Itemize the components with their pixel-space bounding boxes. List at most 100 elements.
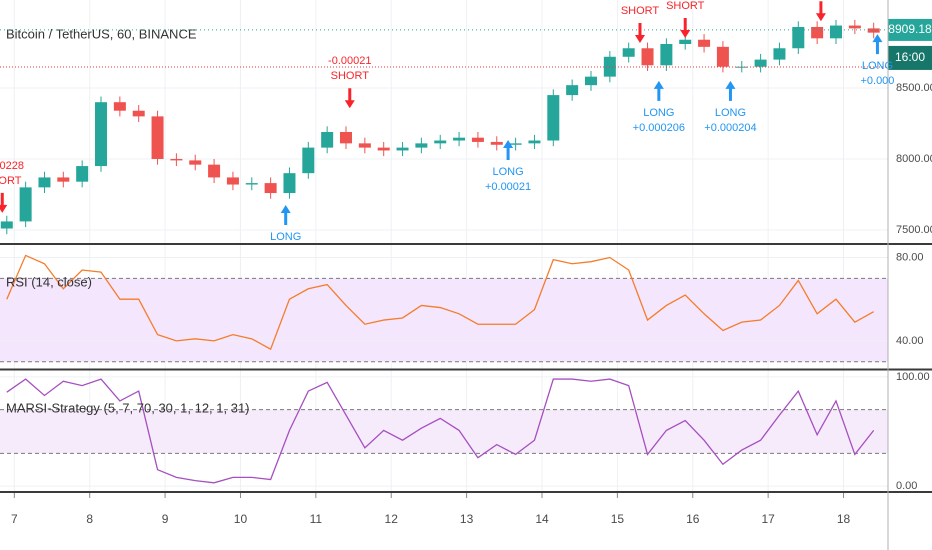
- candle-body: [773, 48, 786, 60]
- x-tick-label: 10: [234, 512, 248, 526]
- indicator-line: [6, 254, 874, 351]
- candle-body: [226, 177, 239, 185]
- signal-label: +0.000206: [633, 122, 685, 134]
- x-tick-label: 16: [686, 512, 700, 526]
- candle-body: [19, 187, 32, 222]
- signal-arrow: [634, 23, 645, 44]
- signal-arrow: [280, 204, 291, 225]
- x-tick-label: 7: [11, 512, 18, 526]
- signal-label: -0.00021: [328, 55, 371, 67]
- candle-body: [415, 143, 428, 148]
- signal-label: +0.00021: [485, 181, 531, 193]
- y-tick-label: 8500.00: [896, 82, 932, 94]
- signal-label: SHORT: [331, 70, 370, 82]
- candle-body: [283, 173, 296, 194]
- signal-arrow: [725, 80, 736, 101]
- pane-title: MARSI-Strategy (5, 7, 70, 30, 1, 12, 1, …: [6, 400, 250, 415]
- signal-label: LONG: [270, 231, 301, 243]
- candle-body: [302, 147, 315, 174]
- candle-body: [377, 147, 390, 151]
- pane-title: Bitcoin / TetherUS, 60, BINANCE: [6, 26, 197, 41]
- candle-body: [358, 143, 371, 148]
- candle-body: [547, 95, 560, 141]
- candle-body: [584, 76, 597, 86]
- candle-body: [829, 25, 842, 39]
- indicator-line: [6, 378, 875, 484]
- candle-body: [321, 132, 334, 148]
- candle-body: [245, 183, 258, 185]
- x-tick-label: 17: [761, 512, 775, 526]
- candle-body: [434, 140, 447, 144]
- candle-body: [867, 28, 880, 33]
- candle-body: [113, 102, 126, 111]
- signal-arrow: [872, 34, 883, 55]
- candle-body: [95, 102, 108, 167]
- candle-body: [754, 59, 767, 67]
- x-tick-label: 8: [86, 512, 93, 526]
- y-tick-label: 7500.00: [896, 224, 932, 236]
- candle-body: [208, 164, 221, 178]
- candle-body: [528, 140, 541, 144]
- signal-label: LONG: [643, 107, 674, 119]
- signal-label: +0.000204: [704, 122, 756, 134]
- candle-body: [509, 143, 522, 145]
- candle-body: [641, 48, 654, 66]
- band-fill: [0, 409, 888, 454]
- signal-arrow: [344, 88, 355, 109]
- candle-body: [76, 166, 89, 182]
- candle-body: [848, 25, 861, 29]
- y-tick-label: 80.00: [896, 251, 924, 263]
- last-price-label: 8909.18: [888, 22, 932, 36]
- signal-label: LONG: [492, 166, 523, 178]
- candle-body: [698, 39, 711, 47]
- countdown-label: 16:00: [895, 50, 925, 64]
- signal-label: SHORT: [0, 175, 22, 187]
- candle-body: [811, 26, 824, 39]
- signal-arrow: [0, 192, 8, 213]
- candle-body: [340, 132, 353, 144]
- signal-label: +0.000: [860, 75, 894, 87]
- signal-arrow: [653, 80, 664, 101]
- x-tick-label: 13: [460, 512, 474, 526]
- last-price-box: [888, 18, 932, 41]
- y-tick-label: 0.00: [896, 480, 917, 492]
- x-tick-label: 9: [162, 512, 169, 526]
- candle-body: [0, 221, 13, 229]
- x-tick-label: 15: [611, 512, 625, 526]
- candle-body: [566, 85, 579, 96]
- y-tick-label: 8000.00: [896, 153, 932, 165]
- candle-body: [132, 110, 145, 117]
- band-fill: [0, 278, 888, 362]
- candle-body: [57, 177, 70, 182]
- candle-body: [660, 44, 673, 66]
- y-tick-label: 40.00: [896, 335, 924, 347]
- candle-body: [189, 160, 202, 165]
- candle-body: [170, 158, 183, 161]
- x-tick-label: 14: [535, 512, 549, 526]
- signal-label: SHORT: [666, 0, 705, 12]
- signal-label: LONG: [862, 60, 893, 72]
- candle-body: [716, 46, 729, 67]
- candle-body: [151, 116, 164, 159]
- x-tick-label: 18: [837, 512, 851, 526]
- x-tick-label: 12: [385, 512, 399, 526]
- signal-label: LONG: [715, 107, 746, 119]
- pane-title: RSI (14, close): [6, 274, 92, 289]
- candle-body: [622, 48, 635, 57]
- signal-label: SHORT: [621, 5, 660, 17]
- candle-body: [490, 141, 503, 145]
- candle-body: [396, 147, 409, 151]
- candle-body: [38, 177, 51, 188]
- y-tick-label: 100.00: [896, 371, 930, 383]
- signal-arrow: [503, 139, 514, 160]
- signal-arrow: [815, 1, 826, 22]
- candle-body: [471, 137, 484, 142]
- x-tick-label: 11: [310, 512, 323, 526]
- candle-body: [792, 26, 805, 49]
- candle-body: [264, 183, 277, 194]
- candle-body: [453, 137, 466, 141]
